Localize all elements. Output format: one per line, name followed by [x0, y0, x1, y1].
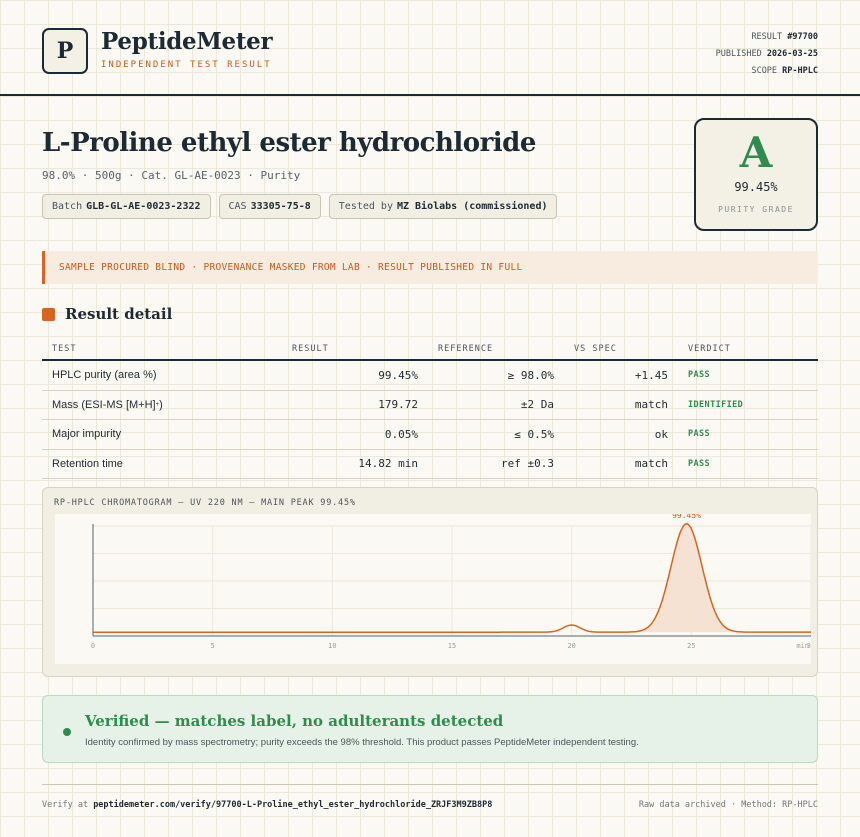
header-verdict: VERDICT	[688, 344, 731, 354]
table-row: HPLC purity (area %) 99.45% ≥ 98.0% +1.4…	[42, 361, 818, 391]
cell-test: Mass (ESI-MS [M+H] +)	[52, 391, 163, 420]
logo: P	[42, 28, 88, 74]
meta-result-label: RESULT	[751, 32, 783, 42]
result-table: TEST RESULT REFERENCE VS SPEC VERDICT HP…	[42, 339, 818, 479]
header-test: TEST	[52, 344, 77, 354]
meta-published-value: 2026-03-25	[766, 49, 818, 59]
chip-label: Batch	[52, 201, 83, 212]
cell-test: HPLC purity (area %)	[52, 369, 157, 382]
header-reference: REFERENCE	[438, 344, 494, 354]
verify-line: Verify at peptidemeter.com/verify/97700-…	[42, 800, 492, 810]
x-tick-label: 15	[448, 642, 456, 650]
purity-grade-card: A 99.45% PURITY GRADE	[694, 118, 818, 231]
x-tick-label: 25	[687, 642, 695, 650]
meta-published-label: PUBLISHED	[715, 49, 762, 59]
table-row: Major impurity 0.05% ≤ 0.5% ok PASS	[42, 420, 818, 450]
batch-chip: Batch GLB-GL-AE-0023-2322	[42, 194, 211, 219]
verified-title: Verified — matches label, no adulterants…	[85, 712, 504, 730]
chart-title: RP-HPLC CHROMATOGRAM — UV 220 NM — MAIN …	[54, 498, 356, 508]
grade-value: 99.45%	[734, 180, 778, 194]
table-header: TEST RESULT REFERENCE VS SPEC VERDICT	[42, 339, 818, 361]
chip-value: GLB-GL-AE-0023-2322	[86, 201, 201, 212]
cell-reference: ≥ 98.0%	[507, 368, 554, 382]
cell-test-text: Mass (ESI-MS [M+H]	[52, 398, 156, 411]
meta-result-value: #97700	[787, 32, 818, 42]
cell-vs-spec: match	[634, 457, 668, 471]
result-meta: RESULT #97700 PUBLISHED 2026-03-25 SCOPE…	[716, 29, 818, 80]
meta-scope: SCOPE RP-HPLC	[716, 63, 818, 80]
product-chips: Batch GLB-GL-AE-0023-2322 CAS 33305-75-8 T…	[42, 194, 558, 219]
footer: Verify at peptidemeter.com/verify/97700-…	[42, 784, 818, 810]
chromatogram-panel: RP-HPLC CHROMATOGRAM — UV 220 NM — MAIN …	[42, 487, 818, 677]
peak-label: 99.45%	[672, 514, 701, 520]
chip-value: MZ Biolabs (commissioned)	[396, 201, 548, 212]
table-row: Mass (ESI-MS [M+H] +) 179.72 ±2 Da match …	[42, 391, 818, 420]
verified-dot-icon	[63, 728, 71, 736]
cell-vs-spec: ok	[654, 427, 668, 441]
cell-verdict: PASS	[688, 458, 711, 469]
header-vs-spec: VS SPEC	[574, 344, 617, 354]
header: P PeptideMeter INDEPENDENT TEST RESULT R…	[0, 0, 860, 96]
table-row: Retention time 14.82 min ref ±0.3 match …	[42, 450, 818, 479]
brand-name: PeptideMeter	[101, 28, 273, 55]
x-tick-label: 5	[211, 642, 215, 650]
cell-result: 14.82 min	[358, 457, 418, 471]
cell-test-end: )	[159, 398, 163, 411]
x-tick-label: 30	[807, 642, 811, 650]
cell-test: Major impurity	[52, 428, 122, 441]
provenance-notice: SAMPLE PROCURED BLIND · PROVENANCE MASKE…	[42, 251, 818, 284]
x-axis-unit: min	[796, 642, 809, 650]
footer-method: Raw data archived · Method: RP-HPLC	[638, 800, 818, 810]
cell-verdict: PASS	[688, 429, 711, 440]
tested-by-chip: Tested by MZ Biolabs (commissioned)	[328, 194, 558, 219]
verified-text: Identity confirmed by mass spectrometry;…	[85, 737, 639, 748]
chip-label: Tested by	[338, 201, 393, 212]
section-title-text: Result detail	[65, 305, 173, 323]
chromatogram-trace	[93, 523, 811, 633]
cell-reference: ±2 Da	[520, 398, 554, 412]
cell-vs-spec: match	[634, 398, 668, 412]
chip-label: CAS	[228, 201, 247, 212]
cas-chip: CAS 33305-75-8	[218, 194, 321, 219]
meta-result: RESULT #97700	[716, 29, 818, 46]
cell-verdict: IDENTIFIED	[688, 399, 744, 410]
meta-scope-label: SCOPE	[751, 66, 778, 76]
chip-value: 33305-75-8	[250, 201, 311, 212]
x-tick-label: 0	[91, 642, 95, 650]
meta-scope-value: RP-HPLC	[782, 66, 818, 76]
cell-verdict: PASS	[688, 370, 711, 381]
verify-prefix: Verify at	[42, 800, 89, 810]
product-title: L-Proline ethyl ester hydrochloride	[42, 128, 536, 158]
cell-test-sup: +	[155, 401, 160, 408]
header-result: RESULT	[292, 344, 329, 354]
cell-reference: ref ±0.3	[501, 457, 554, 471]
verified-banner: Verified — matches label, no adulterants…	[42, 695, 818, 763]
cell-result: 99.45%	[378, 368, 418, 382]
cell-test: Retention time	[52, 457, 123, 470]
grade-label: PURITY GRADE	[718, 205, 794, 214]
cell-result: 179.72	[378, 398, 418, 412]
cell-reference: ≤ 0.5%	[514, 427, 554, 441]
main-peak-area	[636, 523, 737, 633]
grade-letter: A	[739, 128, 773, 177]
meta-published: PUBLISHED 2026-03-25	[716, 46, 818, 63]
verify-link[interactable]: peptidemeter.com/verify/97700-L-Proline_…	[93, 800, 493, 810]
x-tick-label: 10	[328, 642, 336, 650]
x-tick-label: 20	[567, 642, 575, 650]
product-subline: 98.0% · 500g · Cat. GL-AE-0023 · Purity	[42, 169, 301, 182]
cell-result: 0.05%	[384, 427, 418, 441]
brand-tagline: INDEPENDENT TEST RESULT	[101, 60, 272, 70]
section-title: Result detail	[42, 305, 172, 323]
section-marker-icon	[42, 307, 55, 321]
chromatogram-chart: 99.45% 0 5 10 15 20 25 30min	[55, 514, 811, 664]
cell-vs-spec: +1.45	[634, 368, 668, 382]
